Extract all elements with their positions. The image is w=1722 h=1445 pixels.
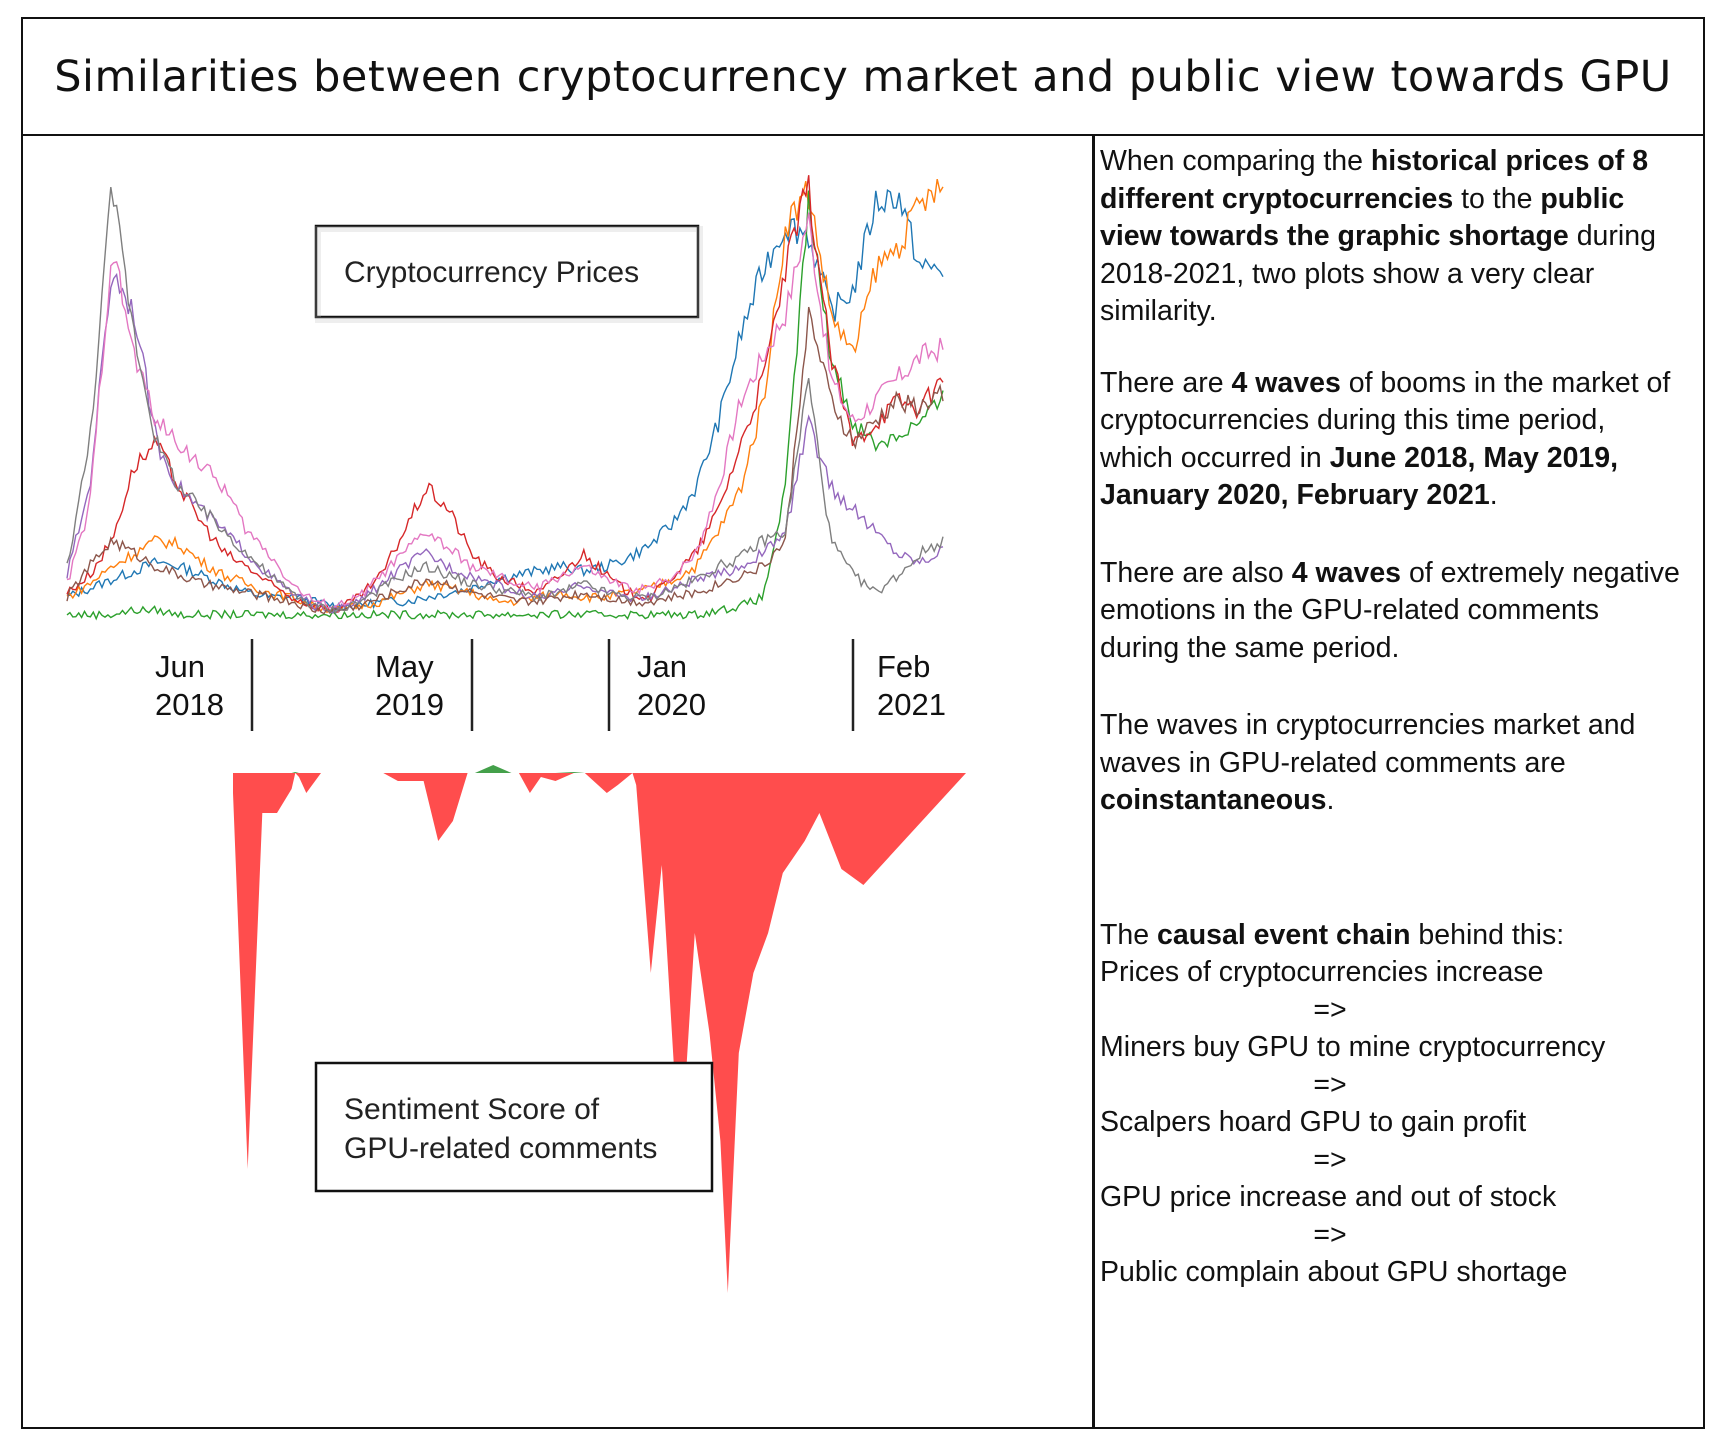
- p2-seg-1: 4 waves: [1231, 366, 1341, 399]
- p1-seg-1: historical prices of 8 different cryptoc…: [1100, 145, 1649, 215]
- crypto-series-line: [66, 186, 944, 615]
- chain-arrow: =>: [1313, 1143, 1347, 1176]
- causal-chain-intro: The causal event chain behind this:: [1100, 917, 1680, 955]
- p1-seg-2: to the: [1453, 182, 1541, 215]
- chain-intro-seg-1: causal event chain: [1157, 918, 1411, 951]
- crypto-series-line: [66, 272, 944, 614]
- crypto-legend-label: Cryptocurrency Prices: [344, 256, 639, 289]
- x-marker-label: 2021: [877, 687, 946, 722]
- chain-step: Public complain about GPU shortage: [1100, 1256, 1568, 1288]
- x-marker-label: Jan: [637, 649, 687, 684]
- p1-seg-4: during 2018-2021, two plots show a very …: [1100, 220, 1656, 327]
- sentiment-positive-area: [233, 765, 966, 773]
- chart-area: Cryptocurrency Prices Jun2018May2019Jan2…: [66, 175, 966, 1293]
- p4-seg-0: The waves in cryptocurrencies market and…: [1100, 709, 1636, 779]
- sentiment-legend-line1: Sentiment Score of: [344, 1093, 600, 1126]
- p2-seg-4: .: [1489, 479, 1498, 511]
- p2-seg-0: There are: [1100, 366, 1232, 399]
- x-marker-label: Jun: [155, 649, 205, 684]
- chain-step: Miners buy GPU to mine cryptocurrency: [1100, 1031, 1606, 1063]
- figure-title: Similarities between cryptocurrency mark…: [54, 51, 1672, 102]
- sentiment-legend-line2: GPU-related comments: [344, 1132, 657, 1165]
- p4-seg-2: .: [1326, 784, 1335, 816]
- sentiment-legend-box: Sentiment Score of GPU-related comments: [314, 1061, 714, 1193]
- crypto-series-line: [66, 189, 944, 612]
- paragraph-comparison: When comparing the historical prices of …: [1100, 143, 1680, 331]
- chain-intro-seg-2: behind this:: [1410, 918, 1565, 951]
- title-bar: Similarities between cryptocurrency mark…: [23, 19, 1703, 136]
- x-marker-label: 2018: [155, 687, 224, 722]
- paragraph-booms: There are 4 waves of booms in the market…: [1100, 365, 1680, 515]
- p3-seg-2: of extremely negative emotions in the GP…: [1100, 556, 1680, 664]
- crypto-price-lines: [66, 175, 944, 621]
- x-marker-label: 2019: [375, 687, 444, 722]
- chain-step: GPU price increase and out of stock: [1100, 1181, 1557, 1213]
- p3-seg-0: There are also: [1100, 556, 1292, 589]
- x-marker-label: 2020: [637, 687, 706, 722]
- crypto-series-line: [66, 306, 944, 615]
- figure-frame: Similarities between cryptocurrency mark…: [21, 17, 1705, 1429]
- sentiment-area: [233, 765, 966, 1293]
- p3-seg-1: 4 waves: [1291, 556, 1402, 589]
- p2-seg-2: of booms in the market of cryptocurrenci…: [1100, 366, 1671, 474]
- chain-step: Prices of cryptocurrencies increase: [1100, 956, 1544, 988]
- paragraph-negative-waves: There are also 4 waves of extremely nega…: [1100, 555, 1680, 668]
- p2-seg-3: June 2018, May 2019, January 2020, Febru…: [1100, 441, 1619, 512]
- crypto-series-line: [66, 190, 944, 621]
- p4-seg-1: coinstantaneous: [1100, 784, 1327, 816]
- p1-seg-0: When comparing the: [1100, 145, 1371, 177]
- paragraph-coinstantaneous: The waves in cryptocurrencies market and…: [1100, 707, 1680, 820]
- causal-chain: Prices of cryptocurrencies increase => Min…: [1100, 954, 1680, 1292]
- explanation-panel: When comparing the historical prices of …: [1100, 143, 1680, 1292]
- column-divider: [1092, 136, 1095, 1429]
- crypto-series-line: [66, 212, 944, 610]
- crypto-series-line: [66, 178, 944, 614]
- chain-arrow: =>: [1313, 1068, 1347, 1101]
- p1-seg-3: public view towards the graphic shortage: [1100, 182, 1625, 253]
- chain-step: Scalpers hoard GPU to gain profit: [1100, 1106, 1527, 1138]
- chain-intro-seg-0: The: [1100, 918, 1158, 951]
- crypto-legend-box: Cryptocurrency Prices: [314, 224, 703, 323]
- x-marker-label: Feb: [877, 649, 930, 684]
- x-marker-label: May: [375, 649, 434, 684]
- chain-arrow: =>: [1313, 993, 1347, 1026]
- chain-arrow: =>: [1313, 1218, 1347, 1251]
- crypto-series-line: [66, 175, 944, 614]
- sentiment-negative-area: [233, 773, 966, 1293]
